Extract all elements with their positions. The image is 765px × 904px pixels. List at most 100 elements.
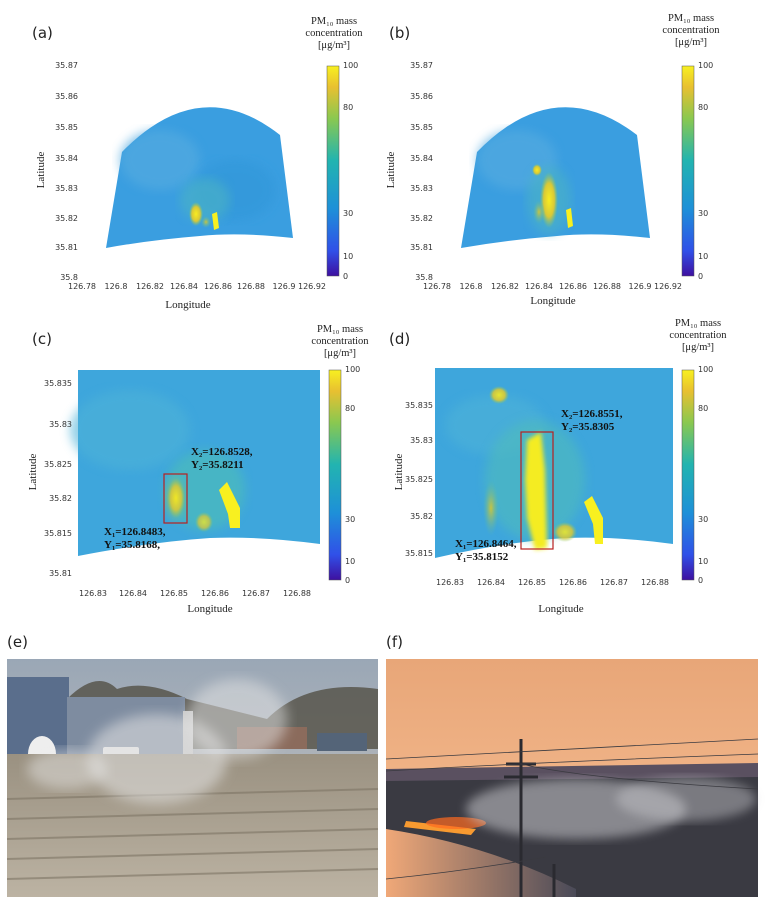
- colorbar-tick: 30: [345, 515, 355, 524]
- ytick: 35.87: [55, 61, 78, 70]
- colorbar-tick: 0: [698, 576, 703, 585]
- colorbar-tick: 10: [698, 557, 708, 566]
- heatmap-a: 35.87 35.86 35.85 35.84 35.83 35.82 35.8…: [35, 61, 358, 311]
- ytick: 35.8: [60, 273, 78, 282]
- colorbar-tick: 100: [343, 61, 358, 70]
- heatmap-b: 35.87 35.86 35.85 35.84 35.83 35.82 35.8…: [385, 61, 713, 307]
- annotation-y1: Y₁=35.8168,: [104, 539, 160, 551]
- panel-label-a: (a): [32, 24, 53, 42]
- xtick: 126.88: [237, 282, 265, 291]
- plot-frame-b: [461, 107, 650, 248]
- ytick: 35.84: [55, 154, 78, 163]
- panel-label-f: (f): [386, 633, 403, 651]
- ytick: 35.87: [410, 61, 433, 70]
- xtick: 126.82: [491, 282, 519, 291]
- xtick: 126.88: [283, 589, 311, 598]
- colorbar-tick: 0: [698, 272, 703, 281]
- axes-c: 35.835 35.83 35.825 35.82 35.815 35.81 1…: [27, 379, 311, 615]
- panel-label-d: (d): [389, 330, 411, 348]
- annotation-x2: X₂=126.8551,: [561, 408, 623, 420]
- colorbar-tick: 80: [698, 404, 708, 413]
- ytick: 35.82: [410, 512, 433, 521]
- y-axis-title: Latitude: [35, 152, 47, 189]
- xtick: 126.88: [641, 578, 669, 587]
- colorbar-tick: 30: [343, 209, 353, 218]
- colorbar-tick: 100: [698, 61, 713, 70]
- xtick: 126.92: [298, 282, 326, 291]
- colorbar-tick: 100: [345, 365, 360, 374]
- ytick: 35.82: [410, 214, 433, 223]
- ytick: 35.83: [49, 420, 72, 429]
- xtick: 126.84: [525, 282, 553, 291]
- photo-e: [6, 659, 379, 897]
- axes-b: 35.87 35.86 35.85 35.84 35.83 35.82 35.8…: [385, 61, 682, 307]
- xtick: 126.84: [170, 282, 198, 291]
- ytick: 35.81: [55, 243, 78, 252]
- annotation-y2: Y₂=35.8211: [191, 459, 244, 471]
- colorbar-tick: 0: [343, 272, 348, 281]
- xtick: 126.83: [79, 589, 107, 598]
- xtick: 126.9: [629, 282, 652, 291]
- ytick: 35.81: [49, 569, 72, 578]
- ytick: 35.835: [405, 401, 433, 410]
- colorbar-tick: 80: [345, 404, 355, 413]
- heatmap-d: X₂=126.8551, Y₂=35.8305 X₁=126.8464, Y₁=…: [393, 365, 713, 615]
- x-axis-title: Longitude: [530, 295, 575, 307]
- colorbar-tick: 10: [343, 252, 353, 261]
- xtick: 126.78: [68, 282, 96, 291]
- colorbar-b: 100 80 30 10 0: [681, 61, 713, 281]
- xtick: 126.8: [460, 282, 483, 291]
- colorbar-a: 100 80 30 10 0: [326, 61, 358, 281]
- xtick: 126.9: [273, 282, 296, 291]
- colorbar-c: 100 80 30 10 0: [328, 365, 360, 585]
- highlight-box: [163, 473, 188, 524]
- xtick: 126.85: [518, 578, 546, 587]
- colorbar-title-a: PM₁₀ mass concentration [μg/m³]: [305, 16, 363, 51]
- xtick: 126.86: [559, 282, 587, 291]
- x-axis-title: Longitude: [538, 603, 583, 615]
- plot-frame-a: [106, 107, 293, 248]
- panel-label-b: (b): [389, 24, 411, 42]
- annotation-y1: Y₁=35.8152: [455, 551, 509, 563]
- xtick: 126.78: [423, 282, 451, 291]
- xtick: 126.8: [105, 282, 128, 291]
- ytick: 35.82: [55, 214, 78, 223]
- ytick: 35.81: [410, 243, 433, 252]
- xtick: 126.82: [136, 282, 164, 291]
- ytick: 35.815: [44, 529, 72, 538]
- xtick: 126.92: [654, 282, 682, 291]
- y-axis-title: Latitude: [393, 454, 405, 491]
- colorbar-tick: 100: [698, 365, 713, 374]
- colorbar-d: 100 80 30 10 0: [681, 365, 713, 585]
- ytick: 35.825: [405, 475, 433, 484]
- xtick: 126.86: [559, 578, 587, 587]
- ytick: 35.8: [415, 273, 433, 282]
- photo-f: [385, 659, 759, 897]
- xtick: 126.84: [477, 578, 505, 587]
- smoke: [187, 679, 287, 759]
- ytick: 35.83: [410, 184, 433, 193]
- colorbar-tick: 80: [343, 103, 353, 112]
- ytick: 35.84: [410, 154, 433, 163]
- ytick: 35.825: [44, 460, 72, 469]
- xtick: 126.86: [204, 282, 232, 291]
- highlight-box: [520, 431, 554, 550]
- annotation-y2: Y₂=35.8305: [561, 421, 615, 433]
- ytick: 35.86: [55, 92, 78, 101]
- xtick: 126.84: [119, 589, 147, 598]
- xtick: 126.88: [593, 282, 621, 291]
- colorbar-tick: 80: [698, 103, 708, 112]
- ytick: 35.835: [44, 379, 72, 388]
- colorbar-tick: 10: [345, 557, 355, 566]
- ytick: 35.83: [410, 436, 433, 445]
- ytick: 35.85: [55, 123, 78, 132]
- xtick: 126.87: [600, 578, 628, 587]
- x-axis-title: Longitude: [165, 299, 210, 311]
- panel-label-c: (c): [32, 330, 52, 348]
- y-axis-title: Latitude: [385, 152, 397, 189]
- xtick: 126.85: [160, 589, 188, 598]
- plot-frame-d: X₂=126.8551, Y₂=35.8305 X₁=126.8464, Y₁=…: [435, 368, 673, 563]
- colorbar-tick: 30: [698, 515, 708, 524]
- heatmap-c: X₂=126.8528, Y₂=35.8211 X₁=126.8483, Y₁=…: [27, 365, 360, 615]
- ytick: 35.83: [55, 184, 78, 193]
